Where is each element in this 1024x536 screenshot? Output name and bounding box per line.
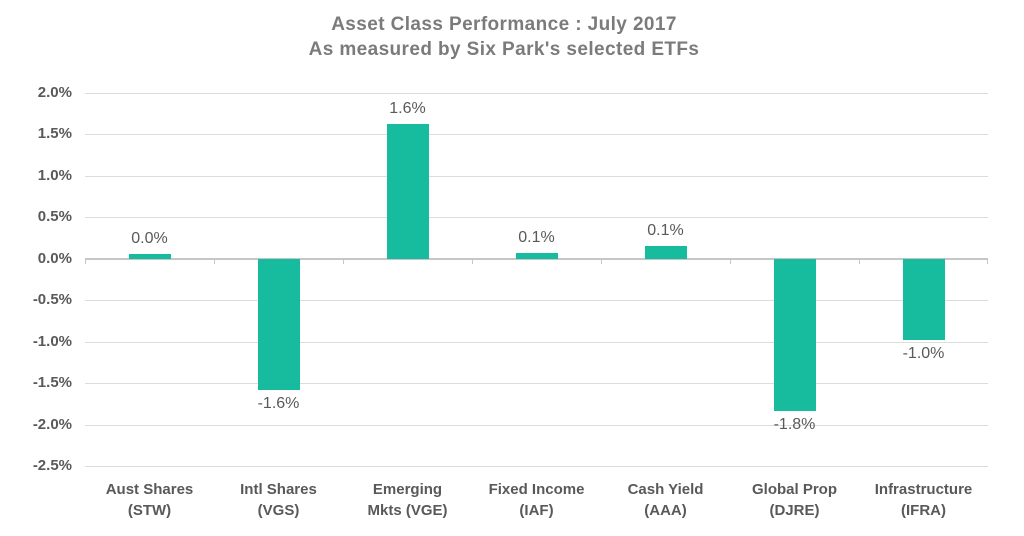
gridline — [85, 175, 988, 177]
gridline — [85, 466, 988, 467]
bar-value-label: 0.1% — [518, 228, 555, 246]
x-category-label-line: Fixed Income — [488, 481, 585, 498]
y-tick-label: -0.5% — [32, 291, 72, 309]
y-tick-label: -2.5% — [32, 457, 72, 474]
bar-value-label: 1.6% — [389, 100, 426, 118]
bar-value-label: -1.0% — [902, 345, 945, 362]
y-tick-label: -1.5% — [32, 374, 72, 392]
x-axis-tick — [85, 258, 86, 264]
x-category-label: Emerging Mkts (VGE) — [343, 479, 472, 521]
x-category-label-line: (VGS) — [257, 502, 300, 519]
x-category-label: Intl Shares (VGS) — [214, 479, 343, 521]
x-axis-tick — [987, 258, 988, 264]
bar-2 — [257, 258, 300, 390]
x-category-label-line: Infrastructure — [874, 481, 973, 498]
x-category-label-line: Global Prop — [751, 481, 837, 498]
x-axis-tick — [601, 258, 602, 264]
x-axis: Aust Shares (STW) Intl Shares (VGS) Emerging… — [85, 479, 988, 529]
x-category-label: Aust Shares (STW) — [85, 479, 214, 521]
gridline — [85, 383, 988, 385]
x-category-label-line: Mkts (VGE) — [367, 502, 448, 519]
bar-5 — [644, 246, 687, 259]
chart-title-line1: Asset Class Performance : July 2017 — [331, 14, 677, 35]
y-tick-label: -2.0% — [32, 415, 72, 433]
bar-7 — [902, 258, 945, 340]
bar-4 — [515, 252, 558, 259]
y-axis: 2.0% 1.5% 1.0% 0.5% 0.0% -0.5% -1.0% -1.5% -2.0%… — [0, 84, 72, 474]
x-category-label-line: (AAA) — [644, 502, 687, 519]
x-category-label-line: (DJRE) — [769, 502, 820, 519]
x-category-label-line: Aust Shares — [105, 481, 194, 498]
bar-value-label: -1.8% — [773, 416, 816, 434]
bar-value-label: -1.6% — [257, 394, 300, 412]
x-category-label-line: (IAF) — [519, 502, 554, 519]
y-tick-label: -1.0% — [32, 332, 72, 350]
x-axis-tick — [472, 258, 473, 264]
x-category-label-line: Emerging — [372, 481, 443, 498]
bar-6 — [773, 258, 816, 412]
x-category-label: Fixed Income (IAF) — [472, 479, 601, 521]
x-category-label-line: (IFRA) — [901, 502, 946, 519]
chart-title: Asset Class Performance : July 2017 As m… — [0, 12, 1008, 62]
x-category-label-line: Cash Yield — [627, 481, 704, 498]
x-category-label: Global Prop (DJRE) — [730, 479, 859, 521]
x-axis-tick — [730, 258, 731, 264]
x-category-label: Infrastructure (IFRA) — [859, 479, 988, 521]
x-axis-tick — [343, 258, 344, 264]
y-tick-label: 1.0% — [37, 166, 72, 184]
bar-value-label: 0.0% — [131, 229, 168, 247]
gridline — [85, 300, 988, 302]
bar-value-label: 0.1% — [647, 222, 684, 240]
gridline — [85, 93, 988, 94]
y-tick-label: 0.5% — [37, 208, 72, 226]
x-axis-tick — [214, 258, 215, 264]
bar-1 — [128, 253, 171, 259]
plot-area: 0.0% -1.6% 1.6% 0.1% 0.1% -1.8% -1.0% — [85, 93, 988, 467]
x-category-label-line: Intl Shares — [240, 481, 317, 498]
y-tick-label: 2.0% — [37, 84, 72, 101]
gridline — [85, 217, 988, 219]
bar-3 — [386, 124, 429, 259]
x-axis-tick — [859, 258, 860, 264]
gridline — [85, 341, 988, 343]
chart-title-line2: As measured by Six Park's selected ETFs — [308, 39, 700, 60]
x-category-label-line: (STW) — [127, 502, 172, 519]
gridline — [85, 134, 988, 136]
gridline — [85, 424, 988, 426]
y-tick-label: 0.0% — [37, 249, 72, 267]
y-tick-label: 1.5% — [37, 125, 72, 143]
zero-axis-line — [85, 257, 988, 260]
x-category-label: Cash Yield (AAA) — [601, 479, 730, 521]
